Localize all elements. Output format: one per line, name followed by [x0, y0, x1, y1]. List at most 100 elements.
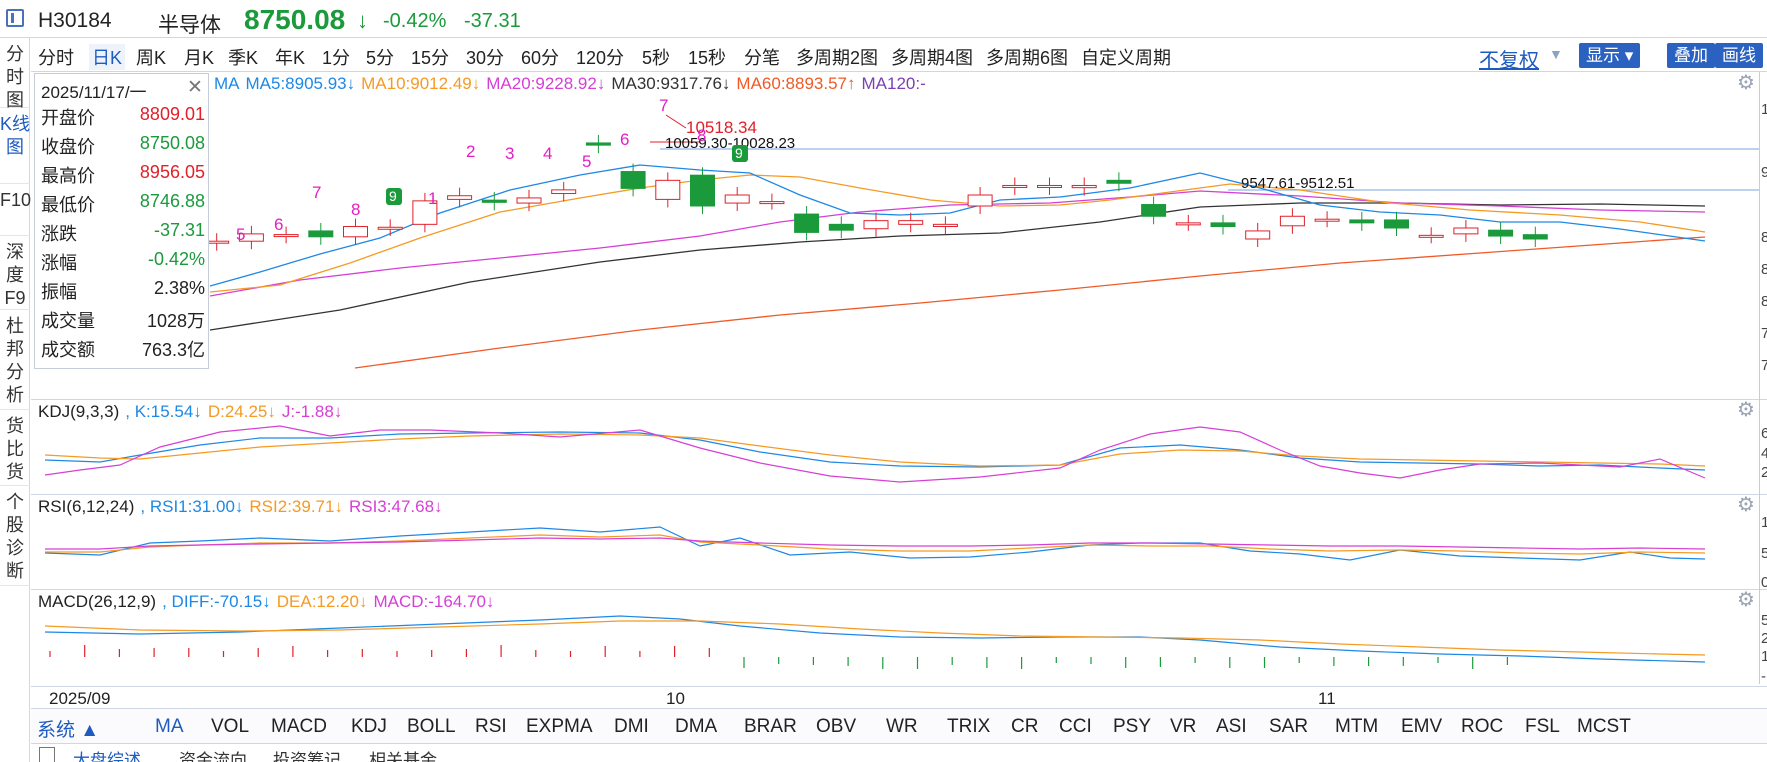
gear-icon[interactable]: ⚙: [1737, 589, 1755, 611]
period-tab[interactable]: 15秒: [688, 48, 727, 68]
indicator-tab[interactable]: RSI: [475, 716, 507, 737]
left-sidebar: 分时图 K线图 F10 深度F9 杜邦分析 货比货 个股诊断: [0, 38, 31, 762]
indicator-tab[interactable]: MTM: [1335, 716, 1379, 737]
sidebar-item-label: 个股诊断: [6, 492, 24, 581]
date-label: 10: [666, 689, 685, 708]
indicator-tab[interactable]: CCI: [1059, 716, 1092, 737]
bottom-tab[interactable]: 资金流向: [179, 751, 247, 762]
gear-icon[interactable]: ⚙: [1737, 399, 1755, 421]
sidebar-item-intraday[interactable]: 分时图: [0, 38, 30, 110]
indicator-tab[interactable]: MCST: [1577, 716, 1631, 737]
indicator-tab[interactable]: DMI: [614, 716, 649, 737]
candle: [447, 195, 473, 200]
period-toolbar: 分时 日K 周K 月K 季K 年K 1分 5分 15分 30分 60分 120分…: [31, 38, 1767, 72]
indicator-tab[interactable]: WR: [886, 716, 918, 737]
sidebar-item-kline[interactable]: K线图: [0, 108, 30, 184]
adjust-dropdown[interactable]: 不复权: [1479, 50, 1539, 72]
range-label: 10059.30-10028.23: [665, 135, 795, 152]
period-tab[interactable]: 分时: [38, 48, 74, 68]
period-tab[interactable]: 分笔: [744, 48, 780, 68]
period-tab[interactable]: 30分: [466, 48, 505, 68]
candle: [1349, 219, 1375, 224]
period-tab[interactable]: 5分: [366, 48, 395, 68]
overlay-button[interactable]: 叠加: [1667, 43, 1715, 68]
period-tab[interactable]: 5秒: [642, 48, 671, 68]
period-tab[interactable]: 月K: [184, 48, 215, 68]
panel-toggle-icon[interactable]: [6, 9, 24, 27]
indicator-tab[interactable]: BOLL: [407, 716, 456, 737]
indicator-tab[interactable]: CR: [1011, 716, 1039, 737]
ma-lines: [209, 164, 1706, 369]
period-tab[interactable]: 多周期6图: [986, 48, 1069, 68]
rsi3-line: [45, 537, 1706, 550]
period-tab[interactable]: 15分: [411, 48, 450, 68]
candle: [655, 179, 681, 200]
indicator-tab[interactable]: SAR: [1269, 716, 1309, 737]
sidebar-item-f10[interactable]: F10: [0, 184, 31, 236]
system-dropdown[interactable]: 系统 ▲: [37, 720, 100, 741]
indicator-tab[interactable]: KDJ: [351, 716, 387, 737]
draw-line-button[interactable]: 画线: [1715, 43, 1763, 68]
period-tab[interactable]: 120分: [576, 48, 625, 68]
date-label: 2025/09: [49, 689, 111, 708]
period-tab[interactable]: 年K: [275, 48, 306, 68]
period-tab[interactable]: 自定义周期: [1081, 48, 1171, 68]
gear-icon[interactable]: ⚙: [1737, 72, 1755, 94]
axis-tick: 7: [1761, 325, 1767, 342]
info-value: -0.42%: [147, 249, 205, 269]
indicator-tab[interactable]: OBV: [816, 716, 857, 737]
candle: [1279, 215, 1305, 227]
indicator-tab[interactable]: ASI: [1216, 716, 1247, 737]
period-tab[interactable]: 1分: [322, 48, 351, 68]
period-tab[interactable]: 多周期2图: [796, 48, 879, 68]
collapse-checkbox[interactable]: [39, 747, 55, 762]
ma-legend-item: MA120:-: [861, 74, 926, 93]
info-row: 最高价 8956.05: [41, 162, 205, 190]
info-key: 成交量: [41, 311, 95, 331]
period-tab-active[interactable]: 日K: [89, 44, 126, 70]
sidebar-item-diagnosis[interactable]: 个股诊断: [0, 486, 30, 586]
sidebar-item-compare[interactable]: 货比货: [0, 410, 30, 486]
ma-legend-item: MA5:8905.93↓: [245, 74, 356, 93]
bottom-tab[interactable]: 投资筹记: [273, 751, 341, 762]
indicator-tab[interactable]: ROC: [1461, 716, 1504, 737]
period-tab[interactable]: 周K: [136, 48, 167, 68]
period-tab[interactable]: 60分: [521, 48, 560, 68]
bottom-tab[interactable]: 大盘综述: [73, 751, 141, 762]
indicator-tab[interactable]: VOL: [211, 716, 250, 737]
info-key: 收盘价: [41, 137, 95, 157]
sidebar-item-dupont[interactable]: 杜邦分析: [0, 310, 30, 410]
indicator-tab[interactable]: FSL: [1525, 716, 1560, 737]
indicator-tab[interactable]: BRAR: [744, 716, 797, 737]
date-label: 11: [1318, 689, 1336, 708]
info-row: 开盘价 8809.01: [41, 104, 205, 132]
indicator-tab[interactable]: TRIX: [947, 716, 991, 737]
candle: [898, 220, 924, 225]
indicator-tab[interactable]: MACD: [271, 716, 327, 737]
macd-legend-item: MACD(26,12,9): [38, 592, 157, 611]
close-icon[interactable]: ✕: [187, 77, 203, 98]
kdj-d-line: [44, 433, 1706, 467]
indicator-tab[interactable]: DMA: [675, 716, 718, 737]
gear-icon[interactable]: ⚙: [1737, 494, 1755, 516]
sidebar-item-label: 深度F9: [4, 242, 26, 308]
ma-legend-item: MA30:9317.76↓: [611, 74, 731, 93]
indicator-tab[interactable]: EMV: [1401, 716, 1443, 737]
change-value: -37.31: [464, 10, 521, 32]
candle: [273, 234, 299, 238]
info-key: 开盘价: [41, 108, 95, 128]
sidebar-item-label: K线图: [0, 114, 31, 157]
display-button[interactable]: 显示 ▾: [1579, 43, 1641, 68]
indicator-tab[interactable]: EXPMA: [526, 716, 593, 737]
period-tab[interactable]: 季K: [228, 48, 259, 68]
indicator-tab[interactable]: PSY: [1113, 716, 1152, 737]
bottom-tab[interactable]: 相关基金: [369, 751, 437, 762]
dropdown-arrow-icon[interactable]: ▼: [1549, 46, 1563, 62]
candle: [238, 233, 264, 242]
indicator-tab[interactable]: VR: [1170, 716, 1197, 737]
sidebar-item-f9[interactable]: 深度F9: [0, 236, 30, 310]
period-tab[interactable]: 多周期4图: [891, 48, 974, 68]
candle: [828, 223, 854, 231]
indicator-tab[interactable]: MA: [155, 716, 184, 737]
